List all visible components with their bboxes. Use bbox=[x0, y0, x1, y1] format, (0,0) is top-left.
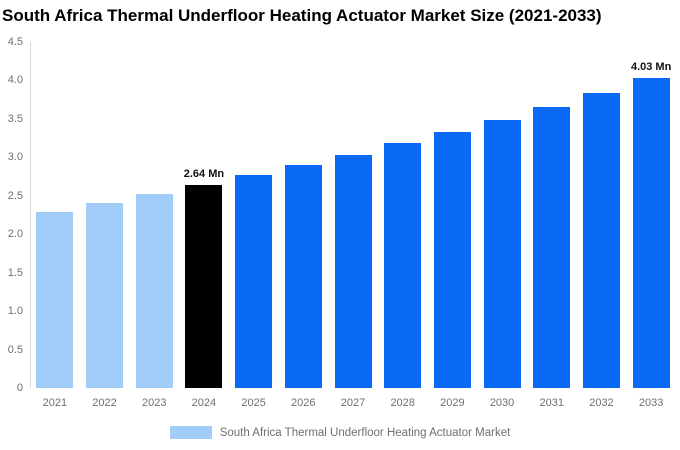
bar-2030 bbox=[483, 119, 521, 388]
bar-2031 bbox=[533, 106, 571, 388]
bar-2032 bbox=[582, 92, 620, 388]
x-axis-tick-label: 2028 bbox=[390, 397, 415, 409]
x-axis-tick-label: 2025 bbox=[241, 397, 266, 409]
bar-2029 bbox=[433, 131, 471, 388]
y-axis-tick-label: 0.5 bbox=[7, 343, 23, 356]
y-axis-tick-label: 3.0 bbox=[7, 151, 23, 164]
x-axis-tick-label: 2024 bbox=[191, 397, 217, 409]
y-axis-tick-label: 2.5 bbox=[7, 189, 23, 202]
data-label-2033: 4.03 Mn bbox=[630, 61, 672, 74]
x-axis-tick-label: 2031 bbox=[539, 397, 564, 409]
x-axis-tick-label: 2027 bbox=[340, 397, 366, 409]
y-axis-tick-label: 0 bbox=[16, 382, 23, 394]
bar-2033 bbox=[632, 78, 670, 388]
y-axis-tick-label: 4.5 bbox=[7, 36, 23, 48]
x-axis-tick-label: 2030 bbox=[489, 397, 515, 409]
bar-2022 bbox=[86, 203, 124, 388]
bar-2025 bbox=[235, 175, 273, 388]
y-axis-line bbox=[30, 42, 31, 388]
bar-2023 bbox=[135, 194, 173, 388]
bar-2028 bbox=[384, 143, 422, 388]
y-axis-tick-label: 2.0 bbox=[7, 228, 23, 241]
legend-swatch bbox=[169, 426, 212, 439]
x-axis-tick-label: 2021 bbox=[42, 397, 68, 409]
y-axis-tick-label: 1.5 bbox=[7, 266, 23, 279]
chart-title: South Africa Thermal Underfloor Heating … bbox=[2, 6, 602, 25]
legend: South Africa Thermal Underfloor Heating … bbox=[0, 426, 680, 439]
y-axis-tick-label: 4.0 bbox=[7, 74, 23, 87]
x-axis-tick-label: 2023 bbox=[141, 397, 167, 409]
data-label-2024: 2.64 Mn bbox=[183, 168, 225, 180]
y-axis-tick-label: 1.0 bbox=[7, 305, 23, 318]
y-axis-tick-label: 3.5 bbox=[7, 112, 23, 125]
legend-label: South Africa Thermal Underfloor Heating … bbox=[219, 426, 511, 439]
x-axis-tick-label: 2026 bbox=[291, 397, 316, 409]
bar-2024 bbox=[185, 185, 223, 388]
x-axis-tick-label: 2033 bbox=[638, 397, 664, 409]
bar-2026 bbox=[284, 165, 322, 388]
bar-2021 bbox=[36, 211, 74, 388]
x-axis-tick-label: 2032 bbox=[589, 397, 614, 409]
x-axis-tick-label: 2022 bbox=[92, 397, 117, 409]
x-axis-tick-label: 2029 bbox=[440, 397, 465, 409]
bar-2027 bbox=[334, 155, 372, 388]
